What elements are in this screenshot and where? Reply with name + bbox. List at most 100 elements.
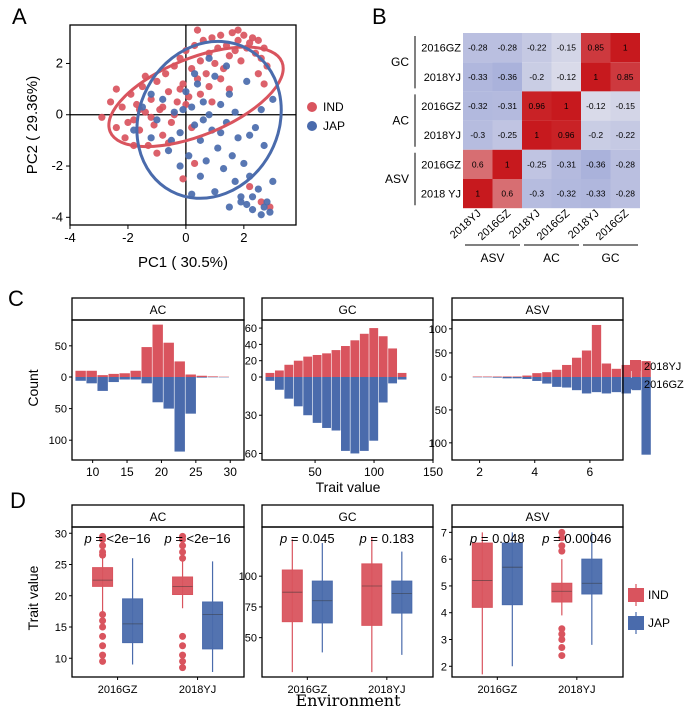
heatmap-cell xyxy=(551,179,581,209)
pca-y-tick-label: 2 xyxy=(56,55,63,70)
pca-point-jap xyxy=(153,116,161,124)
heatmap-cell-value: -0.3 xyxy=(529,189,544,199)
hist-bar-2018yj xyxy=(621,364,631,377)
box-outlier-ind xyxy=(179,664,187,672)
pca-point-jap xyxy=(240,159,248,168)
heatmap-row-label: 2018YJ xyxy=(424,72,461,84)
hist-bar-2018yj xyxy=(611,368,622,377)
box-y-tick-label: 25 xyxy=(55,560,67,572)
hist-bar-2018yj xyxy=(369,328,379,377)
box-x-tick-label: 2016GZ xyxy=(477,684,517,696)
box-y-tick-label: 10 xyxy=(55,653,67,665)
hist-bar-2016gz xyxy=(108,377,119,383)
heatmap-col-label: 2016GZ xyxy=(535,207,573,243)
heatmap-cell-value: -0.3 xyxy=(470,130,485,140)
hist-bar-2018yj xyxy=(174,361,185,377)
pca-point-jap xyxy=(179,106,187,114)
hist-bar-2016gz xyxy=(621,377,631,394)
heatmap-cell-value: -0.25 xyxy=(498,130,518,140)
heatmap-cell xyxy=(581,33,611,63)
box-x-tick-label: 2016GZ xyxy=(287,684,327,696)
hist-y-tick-label: 50 xyxy=(55,341,67,353)
heatmap-cell-value: -0.28 xyxy=(468,43,488,53)
heatmap-cell-value: 1 xyxy=(534,130,539,140)
pca-point-jap xyxy=(164,147,173,155)
heatmap-cell-value: 0.96 xyxy=(528,101,545,111)
hist-bar-2018yj xyxy=(552,369,562,377)
pca-point-ind xyxy=(147,113,155,121)
heatmap-row-group-label: ASV xyxy=(385,172,409,186)
pca-point-jap xyxy=(248,193,257,201)
heatmap-cell xyxy=(522,91,552,121)
hist-bar-2018yj xyxy=(359,333,369,377)
hist-frame-ac xyxy=(71,319,245,461)
heatmap-cell xyxy=(522,33,552,63)
heatmap-cell-value: -0.25 xyxy=(527,159,547,169)
pca-ellipse-ind xyxy=(107,45,285,149)
box-outlier-ind xyxy=(179,632,187,640)
heatmap-cell xyxy=(463,33,493,63)
hist-bar-2018yj xyxy=(641,361,651,377)
panel-label-a: A xyxy=(12,4,27,29)
box-outlier-ind xyxy=(99,642,107,650)
pca-point-jap xyxy=(248,206,257,214)
box-outlier-ind xyxy=(99,532,107,540)
pca-point-jap xyxy=(147,90,155,98)
hist-bar-2016gz xyxy=(331,377,341,431)
heatmap-cell-value: 0.6 xyxy=(501,189,513,199)
heatmap-cell-value: -0.28 xyxy=(498,43,518,53)
pca-legend-label-jap: JAP xyxy=(323,119,345,133)
pca-point-ind xyxy=(112,123,120,132)
pca-point-jap xyxy=(199,116,207,124)
hist-bar-2016gz xyxy=(611,377,622,393)
box-outlier-ind xyxy=(179,554,187,562)
hist-bar-2018yj xyxy=(331,350,341,377)
heatmap-cell-value: -0.36 xyxy=(586,159,606,169)
hist-y-tick-label: 20 xyxy=(245,356,257,368)
pca-point-ind xyxy=(240,31,248,39)
hist-bar-2016gz xyxy=(174,377,185,452)
hist-y-tick-label: 0 xyxy=(61,372,67,384)
box-strip-title-gc: GC xyxy=(339,510,357,524)
box-outlier-ind xyxy=(558,636,566,643)
box-outlier-ind xyxy=(558,528,566,536)
heatmap-cell-value: -0.2 xyxy=(529,72,544,82)
pca-point-jap xyxy=(193,80,202,88)
pca-point-jap xyxy=(234,134,242,142)
pca-point-ind xyxy=(98,113,106,121)
pca-point-jap xyxy=(205,54,213,62)
box-outlier-ind xyxy=(179,542,187,550)
heatmap-cell-value: -0.31 xyxy=(498,101,518,111)
hist-x-tick-label: 50 xyxy=(308,465,322,479)
hist-bar-2016gz xyxy=(274,377,284,390)
box-outlier-ind xyxy=(179,651,187,659)
hist-legend-label-2018yj: 2018YJ xyxy=(644,361,681,373)
hist-bar-2016gz xyxy=(591,377,602,393)
hist-y-tick-label: 0 xyxy=(441,372,447,384)
heatmap-cell-value: 0.6 xyxy=(472,159,484,169)
hist-bar-2016gz xyxy=(350,377,360,454)
pca-point-ind xyxy=(106,98,115,106)
pca-point-jap xyxy=(237,193,245,201)
box-outlier-ind xyxy=(179,642,187,650)
heatmap-cell xyxy=(610,179,640,209)
heatmap-row-label: 2018YJ xyxy=(424,130,461,142)
hist-bar-2018yj xyxy=(119,373,130,377)
box-outlier-ind xyxy=(99,542,107,550)
hist-bar-2018yj xyxy=(303,356,313,377)
heatmap-row-label: 2016GZ xyxy=(421,43,461,55)
hist-bar-2018yj xyxy=(130,370,141,377)
hist-bar-2016gz xyxy=(141,377,152,384)
box-pvalue: p = <2e−16 xyxy=(84,531,151,546)
box-pvalue: p = 0.183 xyxy=(359,531,415,546)
heatmap-cell xyxy=(551,149,581,179)
hist-x-tick-label: 6 xyxy=(587,465,594,479)
hist-bar-2016gz xyxy=(552,377,562,387)
box-outlier-ind xyxy=(558,625,566,633)
heatmap-cell-value: -0.12 xyxy=(557,72,577,82)
hist-bar-2016gz xyxy=(522,377,532,379)
hist-bar-2016gz xyxy=(359,377,369,451)
hist-bar-2016gz xyxy=(369,377,379,441)
